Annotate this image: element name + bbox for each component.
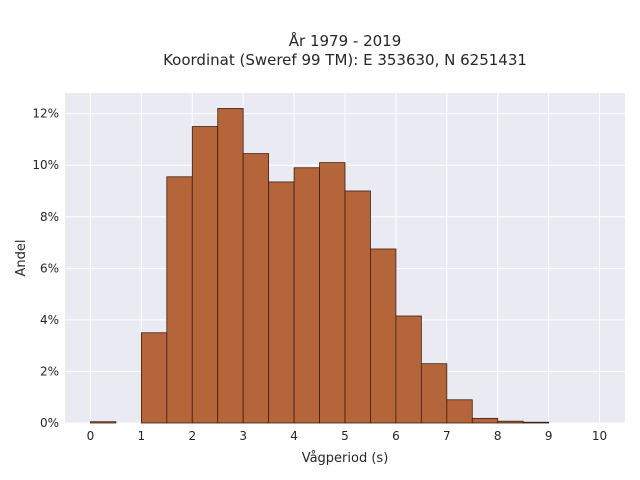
y-tick-label: 6% bbox=[40, 261, 59, 275]
chart-title-line-1: År 1979 - 2019 bbox=[289, 31, 402, 50]
histogram-bar bbox=[344, 190, 371, 424]
histogram-bar bbox=[90, 421, 117, 424]
histogram-bar bbox=[319, 162, 346, 424]
histogram-bar bbox=[370, 248, 397, 424]
histogram-bar bbox=[522, 421, 550, 424]
x-tick-label: 7 bbox=[443, 429, 451, 443]
histogram-bar bbox=[217, 108, 244, 424]
histogram-bar bbox=[140, 332, 168, 424]
x-tick-label: 3 bbox=[239, 429, 247, 443]
y-tick-label: 12% bbox=[32, 107, 59, 121]
histogram-bar bbox=[395, 315, 422, 424]
y-tick-label: 0% bbox=[40, 416, 59, 430]
histogram-bar bbox=[191, 126, 219, 424]
chart-title-line-2: Koordinat (Sweref 99 TM): E 353630, N 62… bbox=[163, 51, 527, 69]
y-tick-label: 4% bbox=[40, 313, 59, 327]
x-tick-label: 10 bbox=[592, 429, 607, 443]
histogram-bar bbox=[268, 181, 295, 424]
x-tick-label: 6 bbox=[392, 429, 400, 443]
y-tick-label: 10% bbox=[32, 158, 59, 172]
histogram-bar bbox=[446, 399, 473, 424]
x-tick-label: 0 bbox=[87, 429, 95, 443]
x-tick-label: 8 bbox=[494, 429, 502, 443]
histogram-bar bbox=[471, 417, 499, 424]
y-tick-label: 8% bbox=[40, 210, 59, 224]
histogram-bar bbox=[166, 176, 193, 424]
x-tick-label: 1 bbox=[138, 429, 146, 443]
y-axis-label: Andel bbox=[14, 240, 29, 277]
histogram-bar bbox=[242, 153, 270, 424]
histogram-bar bbox=[420, 363, 448, 424]
x-tick-label: 5 bbox=[341, 429, 349, 443]
histogram-bar bbox=[293, 167, 320, 424]
x-tick-label: 2 bbox=[188, 429, 196, 443]
histogram-bar bbox=[497, 420, 524, 424]
axis-ticks: 0 1 2 3 4 5 6 7 8 9 10 0% 2% 4% 6% 8% 10% 12% bbox=[32, 107, 607, 443]
x-axis-label: Vågperiod (s) bbox=[302, 451, 389, 466]
x-tick-label: 4 bbox=[290, 429, 298, 443]
y-tick-label: 2% bbox=[40, 364, 59, 378]
x-tick-label: 9 bbox=[545, 429, 553, 443]
bars bbox=[90, 108, 550, 424]
